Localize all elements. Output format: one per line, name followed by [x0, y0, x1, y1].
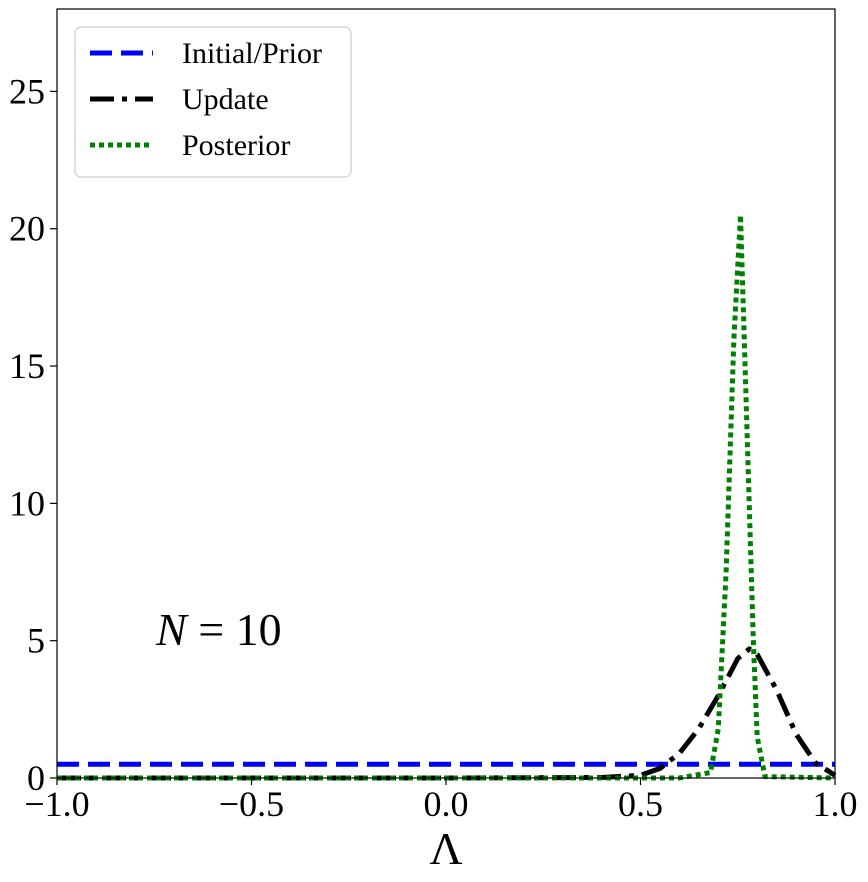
- y-tick-label: 5: [27, 621, 45, 661]
- y-tick-label: 20: [9, 209, 45, 249]
- n-annotation: N = 10: [155, 604, 282, 655]
- y-tick-label: 15: [9, 346, 45, 386]
- n-annotation-var: N: [155, 604, 189, 655]
- axis-ticks: −1.0 −0.5 0.0 0.5 1.0 0 5 10 15 20 25: [9, 71, 858, 824]
- legend-label-update: Update: [182, 83, 269, 116]
- x-tick-label: 1.0: [813, 784, 858, 824]
- plot-lines: [57, 212, 837, 781]
- x-axis-label: Λ: [429, 823, 462, 874]
- series-line-posterior: [57, 212, 836, 781]
- x-tick-label: 0.5: [618, 784, 663, 824]
- y-tick-label: 25: [9, 71, 45, 111]
- legend-label-initial-prior: Initial/Prior: [182, 37, 322, 70]
- legend-box: [74, 26, 352, 178]
- legend-label-posterior: Posterior: [182, 129, 290, 162]
- x-tick-label: −1.0: [24, 784, 89, 824]
- n-annotation-rest: = 10: [187, 604, 282, 655]
- x-tick-label: −0.5: [219, 784, 284, 824]
- x-tick-label: 0.0: [424, 784, 469, 824]
- y-tick-label: 0: [27, 758, 45, 798]
- y-tick-label: 10: [9, 483, 45, 523]
- legend-items: Initial/Prior Update Posterior: [90, 37, 322, 162]
- legend: Initial/Prior Update Posterior: [74, 26, 352, 178]
